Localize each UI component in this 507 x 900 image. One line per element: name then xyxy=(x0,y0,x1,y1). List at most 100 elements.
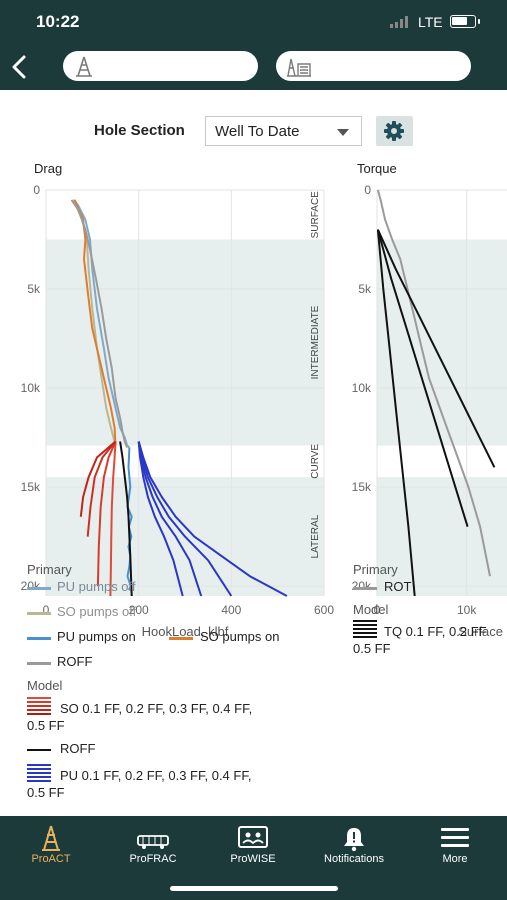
so-model-swatch xyxy=(27,697,51,717)
x-axis-label: HookLoad, klbf xyxy=(142,624,229,639)
tab-proact[interactable]: ProACT xyxy=(1,816,101,876)
series-line xyxy=(376,229,469,527)
network-type: LTE xyxy=(418,14,443,30)
drag-chart: 020040060005k10k15k20kHookLoad, klbfSURF… xyxy=(21,183,335,639)
zone-label: CURVE xyxy=(310,444,321,479)
so-pumps-off-swatch xyxy=(27,612,51,615)
torque-legend: Primary ROT Model TQ 0.1 FF, 0.2 FF 0.5 … xyxy=(340,560,507,680)
tab-label: ProWISE xyxy=(230,853,276,865)
x-tick-label: 400 xyxy=(221,603,241,617)
hole-section-label: Hole Section xyxy=(94,122,185,139)
y-tick-label: 10k xyxy=(21,381,41,395)
hole-section-select[interactable]: Well To Date xyxy=(205,116,362,146)
legend-tq-model: TQ 0.1 FF, 0.2 FF xyxy=(384,624,487,639)
y-tick-label: 5k xyxy=(27,282,41,296)
y-tick-label: 15k xyxy=(352,480,372,494)
so-pumps-on-swatch xyxy=(169,637,193,640)
x-tick-label: 600 xyxy=(314,603,334,617)
truck-icon xyxy=(137,835,169,849)
legend-so-model-cont: 0.5 FF xyxy=(27,718,65,733)
chevron-left-icon xyxy=(12,55,26,79)
back-button[interactable] xyxy=(8,52,32,82)
content-area: Hole Section Well To Date Drag Torque 0 2… xyxy=(0,90,507,816)
legend-model-title: Model xyxy=(27,678,63,693)
x-tick-label: 0 xyxy=(374,603,381,617)
tab-more[interactable]: More xyxy=(405,816,505,876)
roff-model-swatch xyxy=(27,749,51,751)
legend-tq-model-cont: 0.5 FF xyxy=(353,641,391,656)
rig-icon xyxy=(76,56,92,77)
well-site-icon xyxy=(287,58,311,77)
zone-shade xyxy=(46,239,324,446)
legend-so-pumps-on: SO pumps on xyxy=(200,629,280,644)
series-line xyxy=(137,441,233,597)
series-line xyxy=(70,199,129,448)
series-line xyxy=(137,441,203,597)
y-tick-label: 0 xyxy=(364,183,371,197)
rig-icon xyxy=(42,825,60,851)
x-axis-label: Surface xyxy=(458,624,503,639)
pu-model-swatch xyxy=(27,764,51,784)
tab-label: ProACT xyxy=(31,853,71,865)
torque-chart: 010k05k10k15k20kSurface xyxy=(352,183,507,639)
legend-roff-model: ROFF xyxy=(60,741,96,756)
tab-notifications[interactable]: Notifications xyxy=(304,816,404,876)
y-tick-label: 10k xyxy=(352,381,372,395)
zone-label: SURFACE xyxy=(310,191,321,239)
tab-label: ProFRAC xyxy=(129,853,177,865)
legend-primary-title: Primary xyxy=(27,562,72,577)
legend-so-model: SO 0.1 FF, 0.2 FF, 0.3 FF, 0.4 FF, xyxy=(60,701,253,716)
well-selector-pill[interactable] xyxy=(276,51,471,81)
pu-pumps-on-swatch xyxy=(27,637,51,640)
settings-button[interactable] xyxy=(376,116,413,146)
pu-pumps-off-swatch xyxy=(27,587,51,590)
y-tick-label: 0 xyxy=(33,183,40,197)
tab-label: More xyxy=(442,853,468,865)
rot-swatch xyxy=(353,587,377,590)
torque-legend-primary-title: Primary xyxy=(353,562,398,577)
series-line xyxy=(376,189,491,577)
series-line xyxy=(119,441,133,597)
series-line xyxy=(137,441,184,597)
home-indicator xyxy=(170,886,338,891)
tab-profrac[interactable]: ProFRAC xyxy=(103,816,203,876)
legend-pu-pumps-off: PU pumps off xyxy=(57,579,136,594)
zone-label: INTERMEDIATE xyxy=(310,305,321,379)
series-line xyxy=(109,441,117,597)
cell-signal-icon xyxy=(390,16,408,28)
battery-icon xyxy=(450,15,480,28)
legend-so-pumps-off: SO pumps off xyxy=(57,604,137,619)
hole-section-value: Well To Date xyxy=(215,123,300,140)
hamburger-menu-icon xyxy=(441,828,469,847)
status-time: 10:22 xyxy=(36,12,80,31)
series-line xyxy=(96,441,117,587)
legend-pu-model-cont: 0.5 FF xyxy=(27,785,65,800)
legend-rot: ROT xyxy=(384,579,412,594)
legend-pu-pumps-on: PU pumps on xyxy=(57,629,136,644)
nav-bar xyxy=(0,44,507,90)
roff-swatch xyxy=(27,662,51,665)
y-tick-label: 15k xyxy=(21,480,41,494)
status-bar: 10:22 LTE xyxy=(0,0,507,44)
drag-chart-title: Drag xyxy=(34,161,63,176)
tab-prowise[interactable]: ProWISE xyxy=(203,816,303,876)
legend-roff: ROFF xyxy=(57,654,93,669)
x-tick-label: 200 xyxy=(129,603,149,617)
series-line xyxy=(126,447,133,591)
series-line xyxy=(79,440,117,517)
legend-pu-model: PU 0.1 FF, 0.2 FF, 0.3 FF, 0.4 FF, xyxy=(60,768,252,783)
torque-chart-title: Torque xyxy=(357,161,397,176)
x-tick-label: 10k xyxy=(457,603,477,617)
gear-icon xyxy=(384,121,404,141)
torque-legend-model-title: Model xyxy=(353,602,389,617)
zone-label: LATERAL xyxy=(310,514,321,558)
tab-label: Notifications xyxy=(324,853,384,865)
series-line xyxy=(376,229,416,597)
rig-selector-pill[interactable] xyxy=(63,51,258,81)
presentation-icon xyxy=(238,826,268,848)
drag-legend: Primary PU pumps off SO pumps off PU pum… xyxy=(0,560,340,800)
x-tick-label: 0 xyxy=(43,603,50,617)
y-tick-label: 5k xyxy=(358,282,372,296)
tq-model-swatch xyxy=(353,620,377,640)
chevron-down-icon xyxy=(337,129,349,136)
